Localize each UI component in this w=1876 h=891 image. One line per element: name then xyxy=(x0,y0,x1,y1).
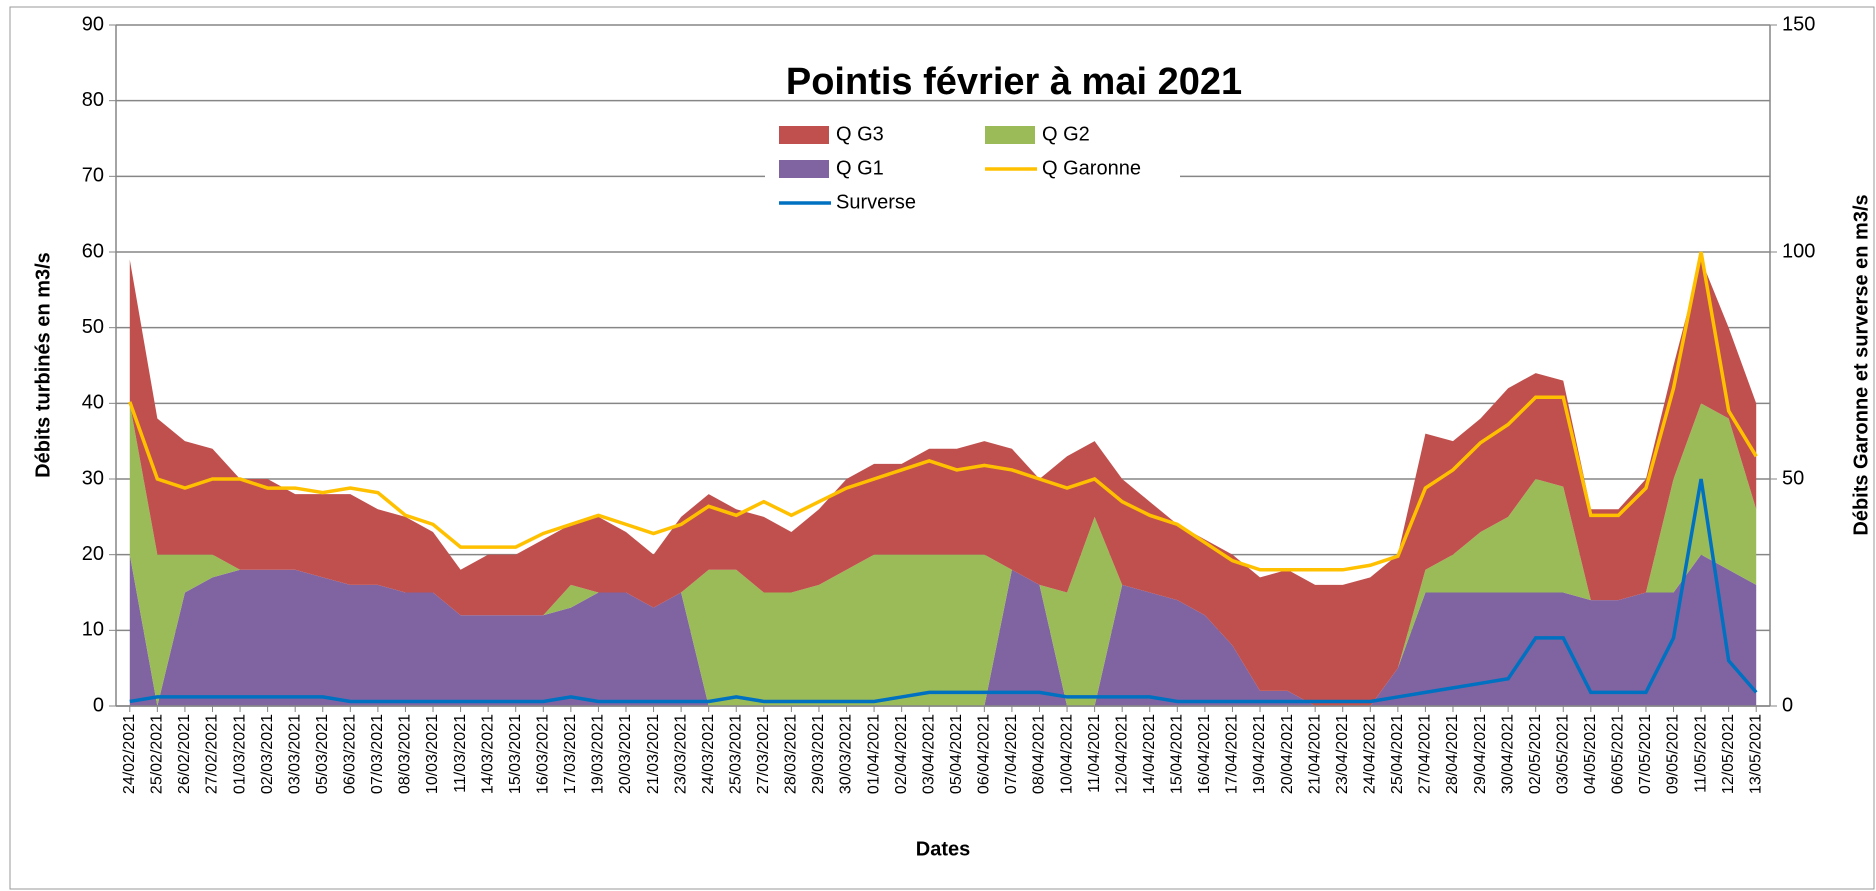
y2-tick-label: 50 xyxy=(1782,467,1804,489)
axes: 0 10 20 30 40 50 60 70 80 90 0 50 100 150 24/02/2021 25… xyxy=(82,13,1816,794)
x-tick-label: 29/03/2021 xyxy=(810,714,827,794)
x-tick-label: 07/04/2021 xyxy=(1003,714,1020,794)
x-tick-label: 14/04/2021 xyxy=(1141,714,1158,794)
legend-label: Q G3 xyxy=(836,123,884,145)
x-tick-label: 02/04/2021 xyxy=(893,714,910,794)
x-tick-label: 26/02/2021 xyxy=(176,714,193,794)
x-tick-label: 27/02/2021 xyxy=(204,714,221,794)
x-tick-label: 27/04/2021 xyxy=(1417,714,1434,794)
x-tick-label: 23/03/2021 xyxy=(672,714,689,794)
x-tick-label: 25/03/2021 xyxy=(727,714,744,794)
x-tick-label: 25/02/2021 xyxy=(149,714,166,794)
x-tick-label: 10/04/2021 xyxy=(1058,714,1075,794)
x-tick-label: 03/05/2021 xyxy=(1554,714,1571,794)
legend-label: Q G2 xyxy=(1042,123,1090,145)
legend-label: Q Garonne xyxy=(1042,157,1141,179)
x-tick-label: 16/04/2021 xyxy=(1196,714,1213,794)
x-tick-label: 03/03/2021 xyxy=(286,714,303,794)
legend-swatch xyxy=(985,126,1035,144)
x-tick-label: 06/05/2021 xyxy=(1610,714,1627,794)
x-tick-label: 05/03/2021 xyxy=(314,714,331,794)
x-tick-label: 16/03/2021 xyxy=(535,714,552,794)
y-tick-label: 70 xyxy=(82,165,104,187)
x-tick-label: 15/04/2021 xyxy=(1169,714,1186,794)
legend: Q G3 Q G2 Q G1 Q Garonne Surverse xyxy=(779,123,1141,213)
x-tick-label: 08/04/2021 xyxy=(1031,714,1048,794)
x-tick-label: 02/03/2021 xyxy=(259,714,276,794)
y-tick-label: 40 xyxy=(82,392,104,414)
x-tick-label: 25/04/2021 xyxy=(1389,714,1406,794)
x-tick-label: 24/02/2021 xyxy=(121,714,138,794)
x-tick-label: 02/05/2021 xyxy=(1527,714,1544,794)
x-tick-label: 24/04/2021 xyxy=(1362,714,1379,794)
legend-swatch xyxy=(779,126,829,144)
y-tick-label: 60 xyxy=(82,240,104,262)
line xyxy=(128,251,1758,572)
x-tick-label: 20/03/2021 xyxy=(617,714,634,794)
line xyxy=(129,478,1758,704)
legend-box xyxy=(765,117,1180,217)
y-tick-label: 20 xyxy=(82,543,104,565)
y2-tick-label: 0 xyxy=(1782,694,1793,716)
x-tick-label: 11/05/2021 xyxy=(1692,714,1709,793)
x-tick-label: 09/05/2021 xyxy=(1665,714,1682,794)
x-tick-label: 01/03/2021 xyxy=(231,714,248,794)
y-tick-label: 10 xyxy=(82,619,104,641)
x-tick-label: 04/05/2021 xyxy=(1582,714,1599,794)
y-tick-label: 30 xyxy=(82,467,104,489)
x-tick-label: 11/04/2021 xyxy=(1086,714,1103,793)
y-axis-label: Débits turbinés en m3/s xyxy=(32,252,54,478)
x-tick-label: 10/03/2021 xyxy=(424,714,441,794)
x-tick-label: 13/05/2021 xyxy=(1747,714,1764,794)
x-tick-label: 17/04/2021 xyxy=(1224,714,1241,794)
y-tick-label: 90 xyxy=(82,13,104,35)
lines xyxy=(128,251,1758,704)
x-tick-label: 15/03/2021 xyxy=(507,714,524,794)
x-tick-label: 21/04/2021 xyxy=(1306,714,1323,794)
x-tick-label: 08/03/2021 xyxy=(397,714,414,794)
x-tick-label: 17/03/2021 xyxy=(562,714,579,794)
area xyxy=(129,554,1757,706)
x-tick-label: 19/04/2021 xyxy=(1251,714,1268,794)
y2-tick-label: 100 xyxy=(1782,240,1815,262)
x-tick-label: 28/03/2021 xyxy=(783,714,800,794)
y2-axis-label: Débits Garonne et surverse en m3/s xyxy=(1850,194,1872,535)
y-tick-label: 0 xyxy=(93,694,104,716)
x-tick-label: 11/03/2021 xyxy=(452,714,469,793)
x-tick-label: 03/04/2021 xyxy=(920,714,937,794)
x-tick-label: 30/04/2021 xyxy=(1499,714,1516,794)
area xyxy=(129,259,1757,706)
x-axis-label: Dates xyxy=(916,838,970,860)
y-tick-label: 50 xyxy=(82,316,104,338)
x-tick-label: 06/03/2021 xyxy=(342,714,359,794)
x-tick-label: 30/03/2021 xyxy=(838,714,855,794)
x-tick-label: 20/04/2021 xyxy=(1279,714,1296,794)
x-tick-label: 07/05/2021 xyxy=(1637,714,1654,794)
legend-label: Surverse xyxy=(836,191,916,213)
y-tick-label: 80 xyxy=(82,89,104,111)
chart-title: Pointis février à mai 2021 xyxy=(786,61,1242,103)
x-tick-label: 21/03/2021 xyxy=(645,714,662,794)
x-tick-label: 19/03/2021 xyxy=(590,714,607,794)
x-tick-label: 27/03/2021 xyxy=(755,714,772,794)
x-tick-label: 07/03/2021 xyxy=(369,714,386,794)
x-tick-label: 05/04/2021 xyxy=(948,714,965,794)
x-tick-label: 14/03/2021 xyxy=(479,714,496,794)
legend-label: Q G1 xyxy=(836,157,884,179)
x-tick-label: 28/04/2021 xyxy=(1444,714,1461,794)
x-tick-label: 06/04/2021 xyxy=(976,714,993,794)
x-tick-label: 29/04/2021 xyxy=(1472,714,1489,794)
y2-tick-label: 150 xyxy=(1782,13,1815,35)
x-tick-label: 01/04/2021 xyxy=(865,714,882,794)
x-tick-label: 12/05/2021 xyxy=(1720,714,1737,794)
areas xyxy=(129,259,1757,706)
x-tick-label: 23/04/2021 xyxy=(1334,714,1351,794)
x-tick-label: 12/04/2021 xyxy=(1113,714,1130,794)
x-tick-label: 24/03/2021 xyxy=(700,714,717,794)
legend-swatch xyxy=(779,160,829,178)
